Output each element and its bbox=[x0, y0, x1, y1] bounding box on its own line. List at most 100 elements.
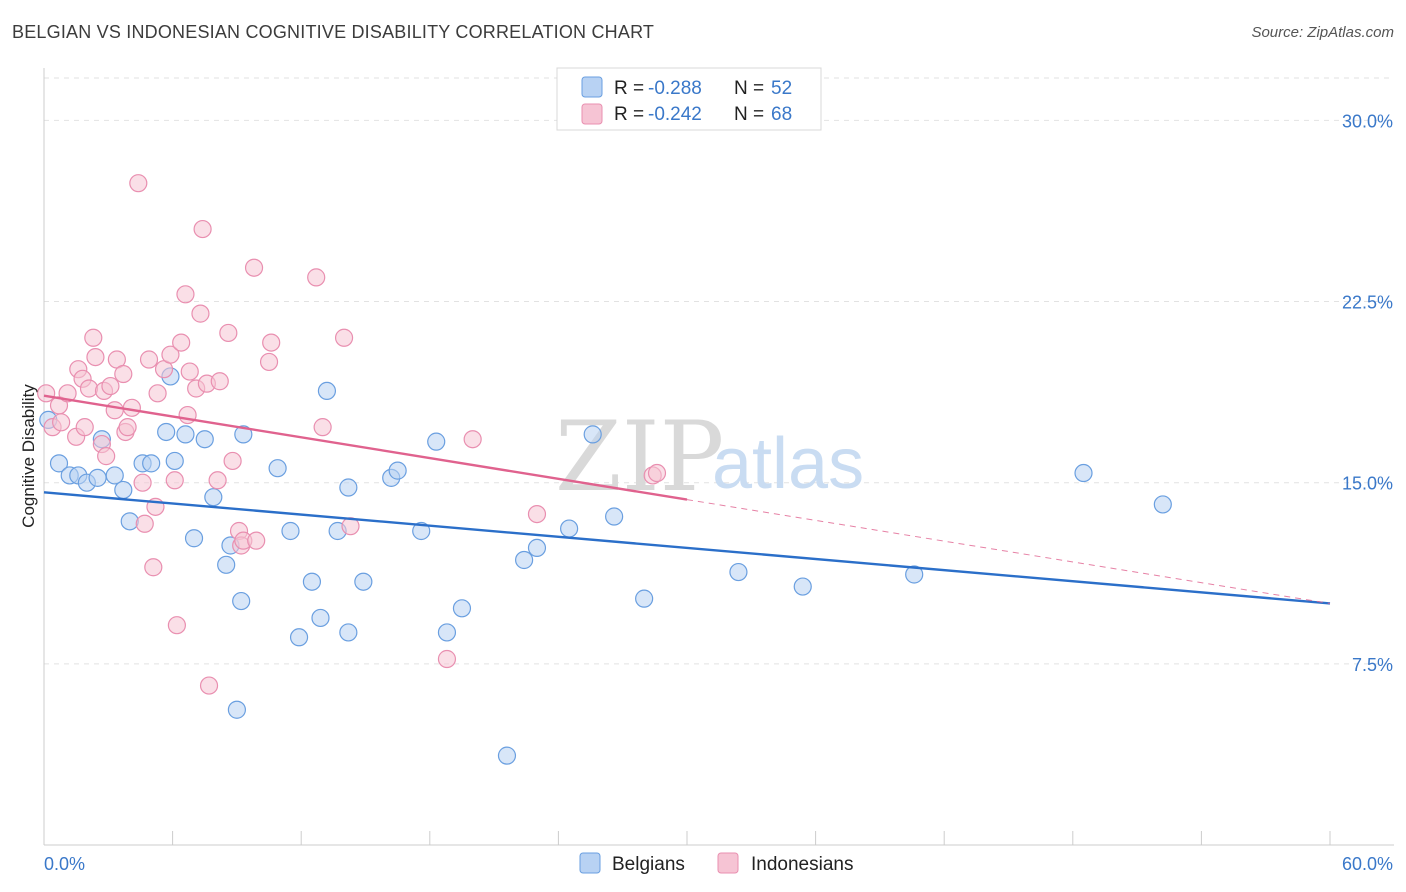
indonesian-trend-line bbox=[43, 394, 688, 501]
indonesian-point-43 bbox=[210, 372, 229, 391]
belgian-point-22 bbox=[232, 591, 251, 611]
belgian-point-41 bbox=[515, 550, 534, 570]
indonesian-point-3 bbox=[52, 413, 71, 432]
indonesian-point-30 bbox=[161, 345, 180, 364]
legend: Belgians Indonesians bbox=[579, 852, 853, 875]
stats-n-label-2: N = bbox=[734, 104, 764, 125]
belgian-point-47 bbox=[729, 562, 748, 582]
indonesian-point-41 bbox=[199, 676, 219, 695]
indonesian-point-31 bbox=[165, 471, 184, 490]
belgian-point-37 bbox=[427, 432, 446, 451]
y-axis-title-text: Cognitive Disability bbox=[19, 384, 38, 528]
legend-label-indonesians: Indonesians bbox=[751, 854, 853, 875]
belgian-point-43 bbox=[560, 519, 579, 538]
stats-n-value-1: 52 bbox=[771, 78, 792, 99]
belgian-point-8 bbox=[114, 480, 133, 500]
indonesian-point-9 bbox=[79, 379, 99, 398]
belgian-point-7 bbox=[105, 466, 124, 485]
y-tick-label-2: 22.5% bbox=[1342, 293, 1393, 313]
indonesian-trend-extension bbox=[686, 499, 1331, 604]
gridlines bbox=[44, 77, 1394, 665]
indonesian-point-28 bbox=[148, 384, 167, 403]
source-label: Source: ZipAtlas.com bbox=[1251, 24, 1394, 41]
belgian-point-44 bbox=[583, 425, 602, 444]
indonesian-point-25 bbox=[139, 350, 159, 369]
y-axis-title: Cognitive Disability bbox=[19, 384, 38, 528]
belgian-point-24 bbox=[268, 459, 287, 478]
belgian-point-26 bbox=[289, 628, 309, 647]
belgian-point-38 bbox=[437, 623, 457, 642]
belgian-point-33 bbox=[354, 572, 373, 591]
belgian-point-16 bbox=[184, 529, 204, 548]
legend-swatch-indonesians bbox=[717, 852, 739, 874]
x-tick-label-1: 60.0% bbox=[1342, 854, 1393, 874]
indonesian-point-26 bbox=[144, 558, 163, 577]
y-tick-label-3: 30.0% bbox=[1342, 111, 1393, 131]
stats-r-value-2: -0.242 bbox=[648, 104, 702, 125]
indonesian-point-51 bbox=[259, 352, 279, 372]
indonesian-point-8 bbox=[75, 418, 94, 437]
belgian-point-17 bbox=[195, 430, 214, 449]
y-tick-label-1: 15.0% bbox=[1342, 474, 1393, 494]
belgian-point-46 bbox=[635, 589, 654, 608]
indonesian-point-52 bbox=[262, 333, 281, 352]
belgian-point-5 bbox=[88, 468, 107, 487]
stats-box: R = -0.288 N = 52 R = -0.242 N = 68 bbox=[556, 67, 822, 131]
belgian-point-9 bbox=[120, 512, 139, 531]
belgian-point-48 bbox=[793, 577, 812, 596]
axes bbox=[43, 68, 1394, 846]
indonesian-point-61 bbox=[647, 463, 667, 483]
belgian-point-28 bbox=[311, 608, 330, 628]
indonesian-point-33 bbox=[172, 333, 191, 352]
x-tick-label-0: 0.0% bbox=[44, 854, 85, 874]
belgian-point-40 bbox=[497, 746, 517, 765]
legend-swatch-belgians bbox=[579, 852, 601, 874]
stats-r-label-2: R = bbox=[614, 104, 644, 125]
belgian-trend-line bbox=[43, 491, 1331, 605]
indonesian-point-24 bbox=[135, 514, 154, 533]
belgian-point-14 bbox=[165, 451, 184, 471]
indonesian-point-50 bbox=[247, 531, 266, 550]
indonesian-point-59 bbox=[527, 504, 547, 524]
belgian-point-50 bbox=[1074, 463, 1093, 483]
belgian-point-42 bbox=[527, 538, 547, 558]
indonesian-point-49 bbox=[244, 258, 264, 277]
belgian-point-18 bbox=[204, 488, 223, 507]
indonesian-point-22 bbox=[129, 174, 148, 193]
stats-swatch-indonesians bbox=[581, 103, 603, 125]
indonesian-point-4 bbox=[58, 384, 77, 403]
indonesian-point-16 bbox=[105, 401, 124, 420]
indonesian-point-0 bbox=[37, 384, 56, 403]
belgian-point-15 bbox=[176, 425, 195, 444]
indonesian-point-11 bbox=[86, 347, 105, 367]
belgian-point-19 bbox=[217, 555, 236, 574]
indonesian-point-55 bbox=[334, 328, 354, 347]
belgian-point-1 bbox=[49, 454, 69, 473]
data-points bbox=[37, 174, 1172, 765]
stats-swatch-belgians bbox=[581, 76, 603, 98]
indonesian-point-53 bbox=[307, 268, 326, 287]
indonesian-point-42 bbox=[208, 471, 227, 490]
indonesian-point-39 bbox=[193, 219, 212, 239]
belgian-point-36 bbox=[412, 521, 431, 541]
belgian-point-23 bbox=[234, 425, 253, 444]
belgian-point-27 bbox=[302, 572, 322, 591]
indonesian-point-14 bbox=[97, 447, 116, 466]
belgian-point-32 bbox=[339, 478, 358, 497]
indonesian-point-34 bbox=[176, 285, 195, 304]
belgian-point-49 bbox=[905, 565, 924, 584]
belgian-point-29 bbox=[317, 381, 337, 401]
tick-labels: 7.5% 15.0% 22.5% 30.0% 0.0% 60.0% bbox=[44, 111, 1393, 874]
indonesian-point-32 bbox=[167, 616, 186, 635]
y-tick-label-0: 7.5% bbox=[1352, 655, 1393, 675]
belgian-point-45 bbox=[605, 507, 624, 526]
belgian-point-21 bbox=[227, 700, 246, 719]
belgian-point-11 bbox=[142, 454, 161, 473]
belgian-point-39 bbox=[452, 599, 472, 618]
indonesian-point-58 bbox=[463, 430, 482, 449]
indonesian-point-15 bbox=[101, 376, 120, 396]
belgian-point-12 bbox=[157, 422, 176, 442]
stats-r-label-1: R = bbox=[614, 78, 644, 99]
stats-n-value-2: 68 bbox=[771, 104, 792, 125]
indonesian-point-44 bbox=[219, 323, 238, 343]
